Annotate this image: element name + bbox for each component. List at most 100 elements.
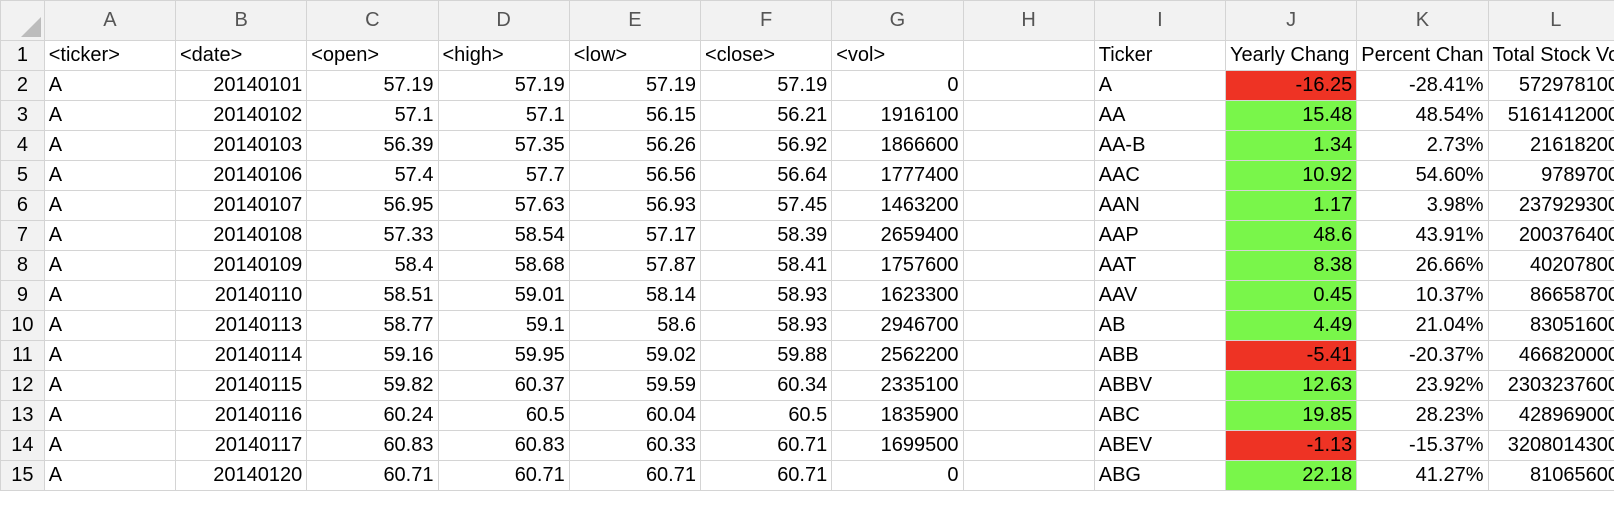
cell-l[interactable]: Total Stock Vo <box>1487 40 1614 71</box>
cell-k[interactable]: 3.98% <box>1356 190 1489 221</box>
cell-i[interactable]: ABEV <box>1093 430 1227 461</box>
cell-h[interactable] <box>962 130 1095 161</box>
cell-f[interactable]: 56.92 <box>699 130 833 161</box>
cell-c[interactable]: 60.83 <box>306 430 439 461</box>
cell-j[interactable]: 19.85 <box>1224 400 1358 431</box>
cell-f[interactable]: 56.21 <box>699 100 833 131</box>
cell-e[interactable]: 60.71 <box>568 460 702 491</box>
cell-e[interactable]: 59.02 <box>568 340 702 371</box>
cell-e[interactable]: 57.87 <box>568 250 702 281</box>
cell-g[interactable]: 1777400 <box>831 160 964 191</box>
cell-g[interactable]: 1916100 <box>831 100 964 131</box>
cell-a[interactable]: A <box>43 130 177 161</box>
cell-g[interactable]: 1757600 <box>831 250 964 281</box>
cell-c[interactable]: 56.95 <box>306 190 439 221</box>
cell-k[interactable]: 10.37% <box>1356 280 1489 311</box>
cell-f[interactable]: 58.39 <box>699 220 833 251</box>
cell-l[interactable]: 21618200 <box>1487 130 1614 161</box>
row-header[interactable]: 11 <box>0 340 45 371</box>
cell-j[interactable]: 1.34 <box>1224 130 1358 161</box>
row-header[interactable]: 4 <box>0 130 45 161</box>
cell-c[interactable]: 57.19 <box>306 70 439 101</box>
cell-i[interactable]: Ticker <box>1093 40 1227 71</box>
cell-g[interactable]: 2659400 <box>831 220 964 251</box>
column-header-g[interactable]: G <box>831 0 964 41</box>
row-header[interactable]: 15 <box>0 460 45 491</box>
column-header-k[interactable]: K <box>1356 0 1489 41</box>
cell-i[interactable]: AAT <box>1093 250 1227 281</box>
row-header[interactable]: 14 <box>0 430 45 461</box>
cell-k[interactable]: -28.41% <box>1356 70 1489 101</box>
cell-h[interactable] <box>962 190 1095 221</box>
cell-h[interactable] <box>962 310 1095 341</box>
row-header[interactable]: 1 <box>0 40 45 71</box>
cell-l[interactable]: 2303237600 <box>1487 370 1614 401</box>
select-all-corner[interactable] <box>0 0 45 41</box>
cell-j[interactable]: 12.63 <box>1224 370 1358 401</box>
cell-a[interactable]: A <box>43 280 177 311</box>
cell-e[interactable]: 57.19 <box>568 70 702 101</box>
cell-a[interactable]: A <box>43 370 177 401</box>
cell-a[interactable]: A <box>43 460 177 491</box>
cell-l[interactable]: 466820000 <box>1487 340 1614 371</box>
row-header[interactable]: 13 <box>0 400 45 431</box>
cell-k[interactable]: 48.54% <box>1356 100 1489 131</box>
cell-k[interactable]: 43.91% <box>1356 220 1489 251</box>
cell-d[interactable]: 60.37 <box>437 370 570 401</box>
cell-l[interactable]: 428969000 <box>1487 400 1614 431</box>
column-header-f[interactable]: F <box>699 0 833 41</box>
row-header[interactable]: 9 <box>0 280 45 311</box>
cell-l[interactable]: 81065600 <box>1487 460 1614 491</box>
cell-j[interactable]: 4.49 <box>1224 310 1358 341</box>
row-header[interactable]: 10 <box>0 310 45 341</box>
cell-j[interactable]: 1.17 <box>1224 190 1358 221</box>
cell-f[interactable]: 60.34 <box>699 370 833 401</box>
cell-i[interactable]: AAP <box>1093 220 1227 251</box>
cell-f[interactable]: 60.71 <box>699 460 833 491</box>
column-header-d[interactable]: D <box>437 0 570 41</box>
cell-a[interactable]: A <box>43 400 177 431</box>
cell-g[interactable]: 1866600 <box>831 130 964 161</box>
cell-i[interactable]: AAN <box>1093 190 1227 221</box>
cell-b[interactable]: 20140108 <box>174 220 308 251</box>
cell-f[interactable]: <close> <box>699 40 833 71</box>
cell-i[interactable]: ABBV <box>1093 370 1227 401</box>
cell-k[interactable]: 26.66% <box>1356 250 1489 281</box>
cell-g[interactable]: 0 <box>831 460 964 491</box>
cell-k[interactable]: Percent Chan <box>1356 40 1489 71</box>
cell-k[interactable]: 54.60% <box>1356 160 1489 191</box>
cell-i[interactable]: AAV <box>1093 280 1227 311</box>
cell-g[interactable]: 1463200 <box>831 190 964 221</box>
cell-j[interactable]: 15.48 <box>1224 100 1358 131</box>
cell-d[interactable]: 57.7 <box>437 160 570 191</box>
cell-e[interactable]: <low> <box>568 40 702 71</box>
cell-b[interactable]: 20140117 <box>174 430 308 461</box>
cell-e[interactable]: 56.26 <box>568 130 702 161</box>
cell-h[interactable] <box>962 400 1095 431</box>
cell-f[interactable]: 58.41 <box>699 250 833 281</box>
cell-d[interactable]: 60.5 <box>437 400 570 431</box>
cell-k[interactable]: -15.37% <box>1356 430 1489 461</box>
column-header-h[interactable]: H <box>962 0 1095 41</box>
cell-i[interactable]: ABG <box>1093 460 1227 491</box>
cell-b[interactable]: 20140113 <box>174 310 308 341</box>
cell-g[interactable]: 2335100 <box>831 370 964 401</box>
cell-d[interactable]: 60.83 <box>437 430 570 461</box>
cell-a[interactable]: A <box>43 220 177 251</box>
row-header[interactable]: 8 <box>0 250 45 281</box>
cell-f[interactable]: 60.5 <box>699 400 833 431</box>
cell-k[interactable]: 2.73% <box>1356 130 1489 161</box>
cell-d[interactable]: <high> <box>437 40 570 71</box>
cell-e[interactable]: 56.15 <box>568 100 702 131</box>
cell-c[interactable]: 56.39 <box>306 130 439 161</box>
cell-h[interactable] <box>962 370 1095 401</box>
row-header[interactable]: 3 <box>0 100 45 131</box>
cell-d[interactable]: 59.01 <box>437 280 570 311</box>
cell-i[interactable]: ABC <box>1093 400 1227 431</box>
cell-a[interactable]: A <box>43 250 177 281</box>
cell-a[interactable]: A <box>43 430 177 461</box>
cell-j[interactable]: 22.18 <box>1224 460 1358 491</box>
cell-f[interactable]: 60.71 <box>699 430 833 461</box>
column-header-c[interactable]: C <box>306 0 439 41</box>
column-header-l[interactable]: L <box>1487 0 1614 41</box>
